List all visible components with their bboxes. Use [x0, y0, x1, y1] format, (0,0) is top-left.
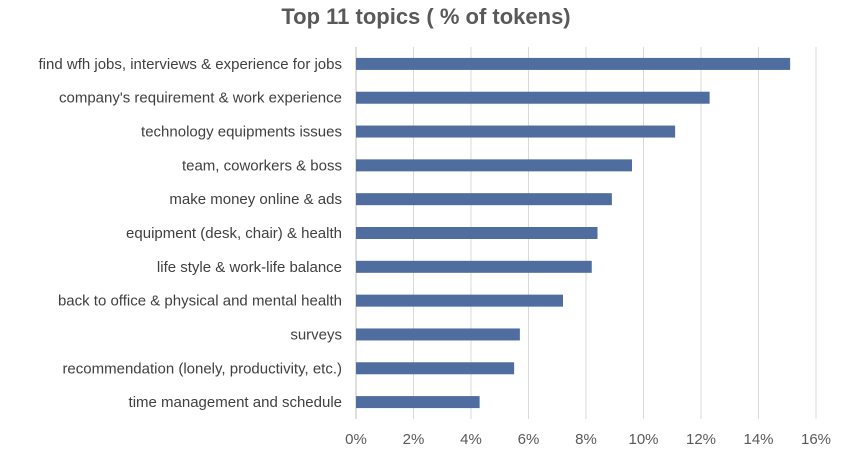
bar: [356, 227, 598, 239]
category-label: equipment (desk, chair) & health: [126, 225, 342, 242]
bars: [356, 57, 791, 409]
x-tick-label: 0%: [345, 431, 367, 448]
category-label: recommendation (lonely, productivity, et…: [62, 360, 342, 377]
category-label: surveys: [290, 326, 342, 343]
x-tick-label: 8%: [575, 431, 597, 448]
category-label: back to office & physical and mental hea…: [58, 293, 342, 310]
bar: [356, 57, 791, 70]
x-tick-label: 4%: [460, 431, 482, 448]
category-label: technology equipments issues: [141, 124, 342, 141]
bar: [356, 91, 710, 104]
chart-title: Top 11 topics ( % of tokens): [281, 4, 570, 29]
x-tick-label: 12%: [686, 431, 716, 448]
x-tick-label: 16%: [801, 431, 831, 448]
bar: [356, 260, 592, 273]
category-label: life style & work-life balance: [157, 259, 342, 276]
bar: [356, 362, 515, 375]
x-axis-tick-labels: 0% 2% 4% 6% 8% 10% 12% 14% 16%: [345, 431, 831, 448]
bar: [356, 159, 632, 172]
category-label: make money online & ads: [169, 191, 342, 208]
x-tick-label: 10%: [628, 431, 658, 448]
bar: [356, 294, 563, 307]
x-tick-label: 14%: [743, 431, 773, 448]
bar: [356, 328, 520, 341]
bar: [356, 125, 676, 138]
category-label: time management and schedule: [129, 394, 342, 411]
x-tick-label: 2%: [403, 431, 425, 448]
bar: [356, 396, 480, 409]
category-label: find wfh jobs, interviews & experience f…: [39, 56, 342, 73]
x-tick-label: 6%: [518, 431, 540, 448]
category-label: company's requirement & work experience: [59, 90, 342, 107]
bar: [356, 193, 612, 206]
category-label: team, coworkers & boss: [182, 157, 342, 174]
category-labels: find wfh jobs, interviews & experience f…: [39, 56, 342, 411]
